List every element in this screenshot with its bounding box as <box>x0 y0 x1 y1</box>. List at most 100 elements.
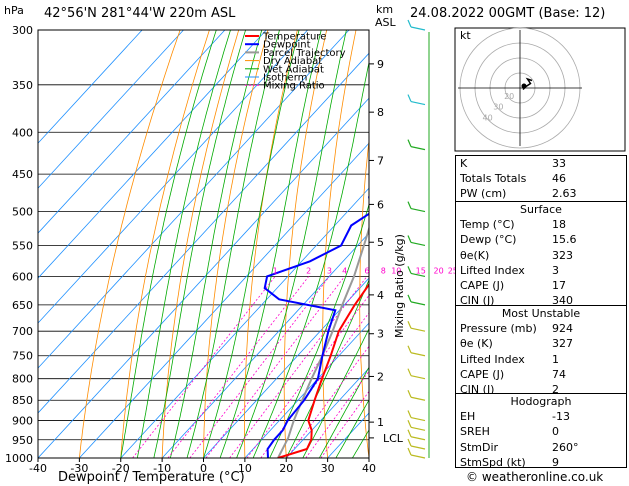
table-row: CIN (J) 2 <box>456 382 626 397</box>
table-row-label: θe (K) <box>460 337 493 351</box>
isotherm-0 <box>203 277 369 458</box>
pressure-tick-350: 350 <box>12 79 33 92</box>
mixing-ratio-label-2: 2 <box>306 266 311 275</box>
dry-adiabat--20 <box>120 30 210 458</box>
table-row-label: SREH <box>460 425 490 439</box>
table-row-value: 327 <box>552 337 573 351</box>
dry-adiabat-60 <box>431 30 452 458</box>
pressure-tick-450: 450 <box>12 168 33 181</box>
x-tick--20: -20 <box>112 462 130 475</box>
footer-credit: © weatheronline.co.uk <box>466 470 604 484</box>
isotherm-20 <box>285 367 369 458</box>
table-row: Lifted Index 3 <box>456 263 626 278</box>
table-row-label: CIN (J) <box>460 383 495 397</box>
temperature-line <box>277 282 369 458</box>
table-row: CIN (J) 340 <box>456 293 626 308</box>
wet-adiabat-24 <box>302 328 369 458</box>
parcel-trajectory-line <box>277 225 369 458</box>
table-row-label: Pressure (mb) <box>460 322 537 336</box>
header-datetime: 24.08.2022 00GMT (Base: 12) <box>410 6 606 21</box>
wet-adiabat-16 <box>269 203 369 458</box>
table-row-label: K <box>460 157 468 170</box>
hodograph-ring-label-30: 30 <box>493 103 503 112</box>
legend-label-1: Dewpoint <box>263 40 311 51</box>
indices-surface-table: Surface Temp (°C) 18 Dewp (°C) 15.6 θe(K) 323 L… <box>456 202 626 308</box>
isotherm--10 <box>161 232 369 458</box>
chart-axes: 3003504004505005506006507007508008509009… <box>5 24 458 475</box>
pressure-tick-950: 950 <box>12 434 33 447</box>
table-row: Temp (°C) 18 <box>456 217 626 232</box>
height-tick-4: 4 <box>377 289 384 302</box>
table-row-label: Totals Totals <box>460 172 527 186</box>
header-location: 42°56'N 281°44'W 220m ASL <box>44 6 236 21</box>
height-tick-8: 8 <box>377 106 384 119</box>
wind-barb-900 <box>410 416 426 422</box>
wind-barb-flag-800 <box>407 368 412 376</box>
mixing-ratio-label-6: 6 <box>364 266 369 275</box>
wind-barb-flag-975 <box>407 438 412 447</box>
dewpoint-line <box>263 195 369 458</box>
table-title: Hodograph <box>510 395 572 408</box>
wind-barb-flag-550 <box>407 235 412 243</box>
table-row-label: Temp (°C) <box>460 218 515 232</box>
hodograph-frame <box>454 27 626 152</box>
isotherm--110 <box>38 30 143 144</box>
table-row-value: 340 <box>552 294 573 308</box>
x-tick-40: 40 <box>362 462 376 475</box>
mixing-ratio-label-10: 10 <box>391 266 401 275</box>
wind-barb-700 <box>410 327 426 332</box>
table-row: EH -13 <box>456 409 626 424</box>
wet-adiabat--20 <box>120 30 217 458</box>
height-tick-6: 6 <box>377 198 384 211</box>
height-tick-5: 5 <box>377 236 384 249</box>
wind-barb-800 <box>410 375 426 380</box>
mixing-ratio-label-3: 3 <box>327 266 332 275</box>
header-pressure-unit: hPa <box>4 4 24 17</box>
table-row-value: 74 <box>552 367 566 381</box>
table-row-label: StmSpd (kt) <box>460 455 526 469</box>
wind-barb-300 <box>410 26 426 31</box>
hodograph-unit-label: kt <box>460 29 471 42</box>
table-row-value: 18 <box>552 218 566 232</box>
isotherm--100 <box>38 30 184 189</box>
table-row: StmDir 260° <box>456 440 626 455</box>
dry-adiabat-0 <box>203 30 269 458</box>
wind-barb-flag-925 <box>407 420 412 428</box>
wet-adiabat-0 <box>203 30 300 458</box>
table-row-value: 17 <box>552 279 566 293</box>
x-tick--40: -40 <box>29 462 47 475</box>
wet-adiabat-12 <box>252 60 369 458</box>
wind-barb-flag-420 <box>407 139 412 147</box>
isotherm--60 <box>38 30 350 369</box>
pressure-tick-300: 300 <box>12 24 33 37</box>
pressure-tick-600: 600 <box>12 270 33 283</box>
table-row: Dewp (°C) 15.6 <box>456 232 626 247</box>
table-row: θe(K) 323 <box>456 248 626 263</box>
x-tick-10: 10 <box>238 462 252 475</box>
table-row-value: 46 <box>552 172 566 186</box>
x-tick--10: -10 <box>153 462 171 475</box>
mixing-ratio-line-4 <box>205 276 346 458</box>
table-row-value: 9 <box>552 455 559 469</box>
wind-barb-flag-900 <box>407 410 412 418</box>
table-row-label: Lifted Index <box>460 352 525 366</box>
dry-adiabat-30 <box>322 30 357 458</box>
wind-barb-650 <box>410 301 426 306</box>
table-row: PW (cm) 2.63 <box>456 186 626 201</box>
wind-barb-flag-950 <box>407 429 412 438</box>
height-tick-3: 3 <box>377 328 384 341</box>
wind-barb-flag-1000 <box>407 447 412 456</box>
table-row-label: CAPE (J) <box>460 367 505 381</box>
pressure-tick-550: 550 <box>12 239 33 252</box>
x-axis-label: Dewpoint / Temperature (°C) <box>58 470 245 485</box>
table-row-value: -13 <box>552 410 570 424</box>
x-tick-20: 20 <box>279 462 293 475</box>
wind-barb-flag-600 <box>407 266 412 274</box>
isotherm--50 <box>38 52 369 414</box>
chart-grid <box>38 30 452 458</box>
x-tick--30: -30 <box>70 462 88 475</box>
wet-adiabat--16 <box>136 30 231 458</box>
table-title: Most Unstable <box>501 307 581 320</box>
wind-barb-flag-700 <box>407 320 412 329</box>
table-row-value: 33 <box>552 157 566 170</box>
